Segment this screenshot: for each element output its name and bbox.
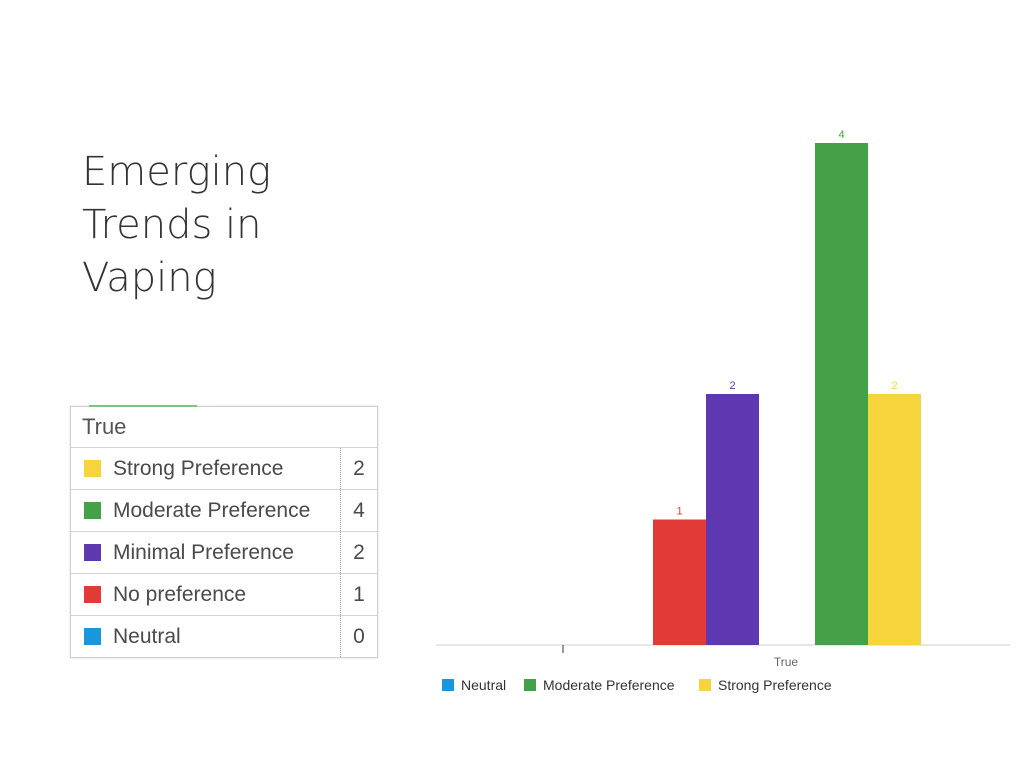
row-label: Neutral	[113, 624, 181, 648]
row-count: 4	[340, 490, 377, 531]
table-row[interactable]: Neutral 0	[71, 616, 377, 657]
table-row[interactable]: Strong Preference 2	[71, 448, 377, 490]
x-axis-category-label: True	[774, 655, 799, 669]
swatch-icon	[84, 460, 101, 477]
bars-group: 1 2 4 2	[653, 129, 921, 645]
title-line-2: Trends in	[82, 202, 262, 248]
row-label: Moderate Preference	[113, 498, 311, 522]
bar[interactable]	[815, 143, 868, 645]
swatch-icon	[84, 628, 101, 645]
bar-value-label: 2	[729, 380, 735, 392]
table-row[interactable]: Minimal Preference 2	[71, 532, 377, 574]
legend-item-label[interactable]: Strong Preference	[718, 677, 832, 693]
swatch-icon	[84, 502, 101, 519]
swatch-icon	[84, 586, 101, 603]
bar[interactable]	[706, 394, 759, 645]
bar-value-label: 1	[676, 506, 682, 518]
legend-swatch-icon	[442, 679, 454, 691]
legend-item-label[interactable]: Moderate Preference	[543, 677, 675, 693]
row-count: 2	[340, 448, 377, 489]
title-line-3: Vaping	[82, 255, 217, 301]
title-line-1: Emerging	[82, 149, 272, 195]
row-label: Strong Preference	[113, 456, 284, 480]
legend-item-label[interactable]: Neutral	[461, 677, 506, 693]
bar[interactable]	[653, 519, 706, 646]
legend-swatch-icon	[699, 679, 711, 691]
table-accent-line	[89, 405, 197, 407]
table-row[interactable]: No preference 1	[71, 574, 377, 616]
slide-title: Emerging Trends in Vaping	[82, 146, 342, 305]
row-count: 0	[340, 616, 377, 657]
legend-table: True Strong Preference 2 Moderate Prefer…	[70, 405, 378, 658]
row-count: 1	[340, 574, 377, 615]
bar-value-label: 2	[891, 380, 897, 392]
row-label: Minimal Preference	[113, 540, 294, 564]
table-header: True	[71, 407, 377, 448]
row-count: 2	[340, 532, 377, 573]
table-row[interactable]: Moderate Preference 4	[71, 490, 377, 532]
row-label: No preference	[113, 582, 247, 606]
legend-swatch-icon	[524, 679, 536, 691]
bar-value-label: 4	[838, 129, 844, 141]
chart-legend: Neutral Moderate Preference Strong Prefere…	[442, 677, 832, 693]
swatch-icon	[84, 544, 101, 561]
bar[interactable]	[868, 394, 921, 645]
